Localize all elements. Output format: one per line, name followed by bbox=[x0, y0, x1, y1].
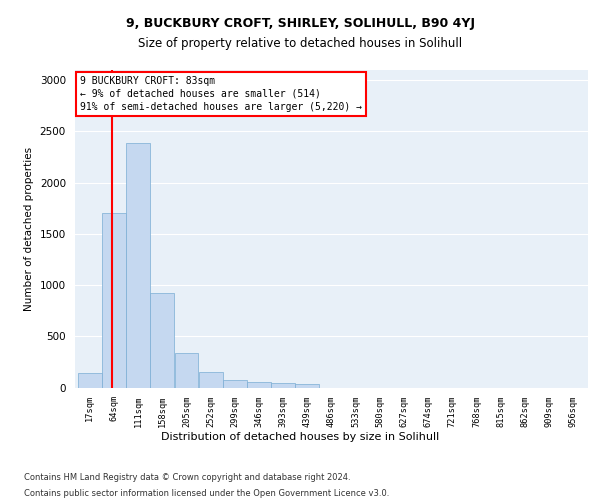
Bar bbox=[223, 380, 247, 388]
Bar bbox=[295, 384, 319, 388]
Bar bbox=[175, 352, 199, 388]
Text: 9, BUCKBURY CROFT, SHIRLEY, SOLIHULL, B90 4YJ: 9, BUCKBURY CROFT, SHIRLEY, SOLIHULL, B9… bbox=[125, 18, 475, 30]
Bar bbox=[271, 384, 295, 388]
Text: Distribution of detached houses by size in Solihull: Distribution of detached houses by size … bbox=[161, 432, 439, 442]
Bar bbox=[126, 142, 150, 388]
Text: Size of property relative to detached houses in Solihull: Size of property relative to detached ho… bbox=[138, 38, 462, 51]
Bar bbox=[247, 382, 271, 388]
Text: Contains public sector information licensed under the Open Government Licence v3: Contains public sector information licen… bbox=[24, 489, 389, 498]
Text: 9 BUCKBURY CROFT: 83sqm
← 9% of detached houses are smaller (514)
91% of semi-de: 9 BUCKBURY CROFT: 83sqm ← 9% of detached… bbox=[80, 76, 362, 112]
Bar bbox=[199, 372, 223, 388]
Bar bbox=[151, 294, 174, 388]
Bar bbox=[78, 373, 101, 388]
Bar bbox=[102, 214, 126, 388]
Y-axis label: Number of detached properties: Number of detached properties bbox=[24, 146, 34, 311]
Text: Contains HM Land Registry data © Crown copyright and database right 2024.: Contains HM Land Registry data © Crown c… bbox=[24, 472, 350, 482]
